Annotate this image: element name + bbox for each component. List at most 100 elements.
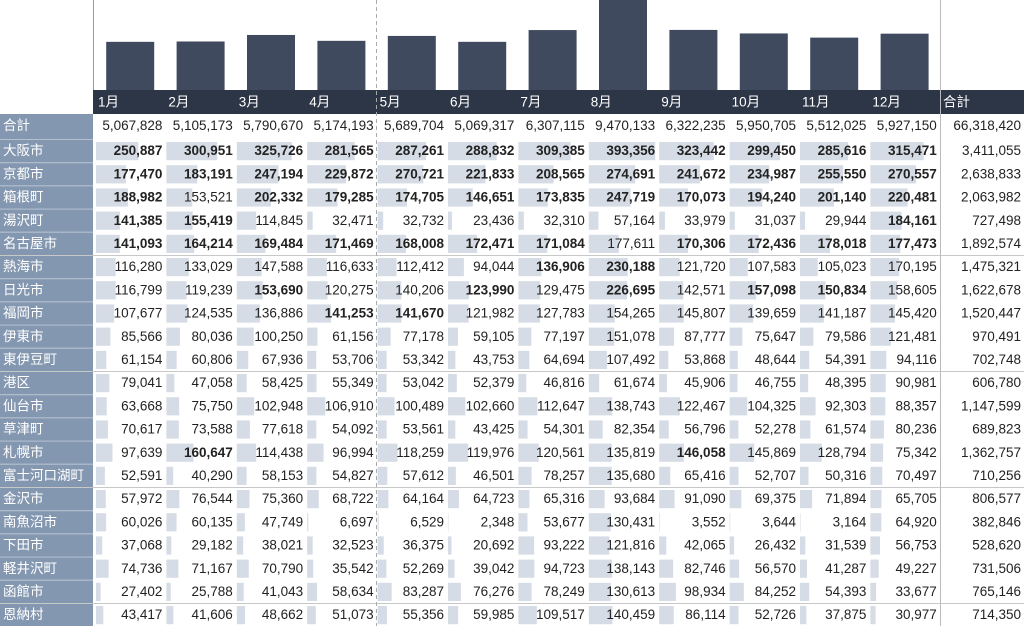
data-bar (448, 420, 456, 439)
cell: 6,697 (340, 514, 374, 529)
data-bar (729, 165, 770, 184)
cell: 153,521 (184, 190, 233, 205)
cell: 57,164 (614, 213, 656, 228)
data-bar (166, 606, 174, 625)
cell: 234,987 (747, 166, 796, 181)
column-header: 3月 (239, 95, 260, 110)
data-bar (307, 234, 337, 253)
cell: 38,021 (262, 538, 303, 553)
cell: 29,182 (192, 538, 233, 553)
data-bar (659, 142, 714, 161)
data-bar (166, 420, 179, 439)
data-bar (96, 374, 110, 393)
data-bar (307, 420, 317, 439)
data-bar (800, 142, 849, 161)
data-bar (166, 559, 179, 578)
data-bar (518, 304, 540, 323)
data-bar (166, 281, 187, 300)
data-bar (448, 281, 469, 300)
cell: 48,662 (262, 607, 303, 622)
cell: 50,316 (825, 468, 866, 483)
cell: 26,432 (755, 538, 796, 553)
cell: 183,191 (184, 166, 233, 181)
data-bar (659, 304, 684, 323)
data-bar (96, 490, 106, 509)
data-bar (518, 374, 527, 393)
cell: 171,469 (325, 236, 374, 251)
data-bar (659, 513, 660, 532)
data-bar (96, 420, 108, 439)
data-bar (800, 165, 844, 184)
data-bar (518, 350, 530, 369)
cell: 53,561 (403, 422, 444, 437)
cell: 65,705 (896, 491, 937, 506)
row-label: 仙台市 (3, 397, 44, 413)
data-bar (236, 466, 247, 485)
cell: 79,586 (825, 329, 866, 344)
cell: 139,659 (747, 306, 796, 321)
cell: 114,845 (255, 213, 303, 228)
cell: 33,677 (896, 584, 937, 599)
cell: 3,411,055 (962, 143, 1021, 158)
cell: 174,705 (395, 190, 444, 205)
cell: 172,436 (747, 236, 796, 251)
cell: 77,618 (262, 422, 303, 437)
row-label-bg (0, 440, 93, 464)
cell: 120,275 (325, 282, 374, 297)
cell: 112,412 (396, 259, 444, 274)
data-bar (870, 234, 901, 253)
data-bar (307, 188, 338, 207)
data-bar (448, 234, 478, 253)
data-bar (166, 350, 177, 369)
cell: 91,090 (684, 491, 725, 506)
data-bar (448, 559, 455, 578)
data-bar (166, 536, 172, 555)
row-label-bg (0, 278, 93, 302)
cell: 52,269 (403, 561, 444, 576)
data-bar (729, 211, 735, 230)
cell: 158,605 (888, 282, 937, 297)
cell: 287,261 (395, 143, 444, 158)
data-bar (96, 281, 116, 300)
row-label: 湯沢町 (3, 212, 44, 228)
cell: 116,633 (326, 259, 374, 274)
cell: 806,577 (972, 491, 1021, 506)
cell: 60,135 (192, 514, 233, 529)
row-label: 恩納村 (3, 607, 44, 622)
data-bar (307, 165, 347, 184)
cell: 53,677 (544, 514, 585, 529)
cell: 94,723 (544, 561, 585, 576)
data-bar (236, 490, 250, 509)
cell: 52,726 (755, 607, 796, 622)
data-bar (96, 350, 107, 369)
data-bar (166, 327, 180, 346)
data-bar (377, 582, 392, 601)
cell: 140,206 (395, 282, 444, 297)
row-label: 草津町 (3, 422, 44, 437)
row-label: 港区 (3, 375, 30, 390)
row-label-bg (0, 208, 93, 232)
cell: 229,872 (325, 166, 374, 181)
cell: 141,670 (395, 306, 444, 321)
data-bar (96, 397, 107, 416)
cell: 285,616 (818, 143, 867, 158)
cell: 51,073 (332, 607, 373, 622)
cell: 27,402 (121, 584, 162, 599)
cell: 119,239 (185, 282, 233, 297)
cell: 82,746 (684, 561, 725, 576)
row-label-bg (0, 394, 93, 418)
data-bar (588, 582, 611, 601)
cell: 31,037 (755, 213, 796, 228)
data-bar (870, 374, 886, 393)
data-bar (377, 420, 387, 439)
cell: 145,807 (677, 306, 726, 321)
cell: 250,887 (114, 143, 163, 158)
data-bar (588, 234, 619, 253)
data-bar (307, 350, 317, 369)
cell: 299,450 (747, 143, 796, 158)
data-bar (729, 490, 742, 509)
data-bar (800, 234, 831, 253)
data-bar (236, 165, 279, 184)
cell: 73,588 (192, 422, 233, 437)
data-bar (377, 327, 391, 346)
